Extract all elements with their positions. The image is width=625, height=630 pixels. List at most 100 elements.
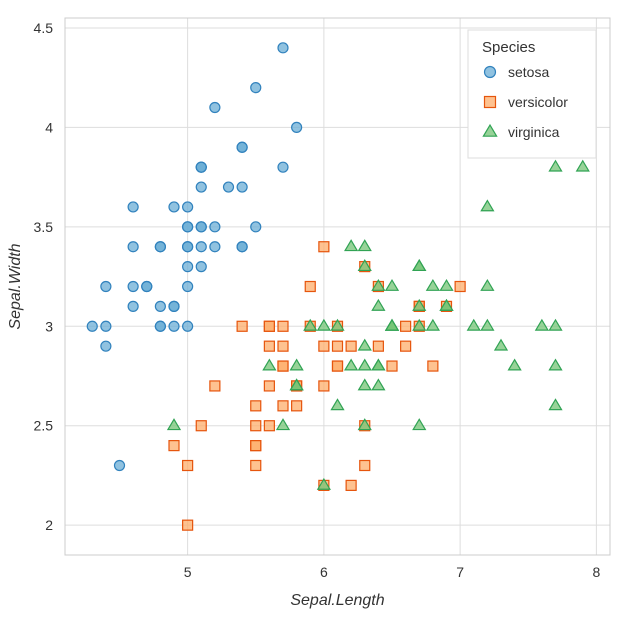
point-virginica [549,399,561,409]
point-versicolor [183,520,193,530]
point-versicolor [278,341,288,351]
series-versicolor [169,242,465,530]
y-tick-label: 2 [45,517,53,533]
chart-svg: 567822.533.544.5Sepal.LengthSepal.WidthS… [0,0,625,625]
point-setosa [196,222,206,232]
point-versicolor [210,381,220,391]
point-setosa [169,301,179,311]
y-tick-label: 3 [45,318,53,334]
point-versicolor [278,401,288,411]
point-virginica [427,320,439,330]
point-versicolor [373,341,383,351]
point-versicolor [169,441,179,451]
point-virginica [277,419,289,429]
point-virginica [549,320,561,330]
point-versicolor [183,461,193,471]
point-setosa [183,321,193,331]
point-virginica [372,300,384,310]
point-versicolor [251,401,261,411]
legend: Speciessetosaversicolorvirginica [468,30,596,158]
point-setosa [128,301,138,311]
point-setosa [183,222,193,232]
point-virginica [481,201,493,211]
point-virginica [427,280,439,290]
point-setosa [210,242,220,252]
point-versicolor [346,341,356,351]
series-setosa [87,43,301,471]
point-setosa [101,282,111,292]
point-setosa [169,202,179,212]
point-versicolor [251,461,261,471]
x-tick-label: 8 [592,564,600,580]
x-tick-label: 6 [320,564,328,580]
point-versicolor [264,321,274,331]
point-virginica [536,320,548,330]
point-setosa [196,162,206,172]
point-setosa [128,282,138,292]
x-tick-label: 7 [456,564,464,580]
point-virginica [345,360,357,370]
point-virginica [345,240,357,250]
point-virginica [372,360,384,370]
y-tick-label: 3.5 [34,219,54,235]
point-virginica [263,360,275,370]
point-setosa [183,202,193,212]
point-setosa [183,262,193,272]
point-setosa [196,182,206,192]
point-virginica [549,360,561,370]
point-versicolor [251,421,261,431]
point-versicolor [387,361,397,371]
point-virginica [372,380,384,390]
point-setosa [210,222,220,232]
point-setosa [278,162,288,172]
point-setosa [485,67,496,78]
point-virginica [440,280,452,290]
point-versicolor [485,97,496,108]
point-versicolor [455,282,465,292]
legend-item-label: setosa [508,64,549,80]
point-virginica [291,360,303,370]
point-versicolor [360,461,370,471]
point-setosa [115,461,125,471]
point-versicolor [401,321,411,331]
point-setosa [155,242,165,252]
point-versicolor [428,361,438,371]
point-virginica [413,419,425,429]
point-versicolor [319,381,329,391]
point-setosa [237,242,247,252]
y-tick-label: 2.5 [34,418,54,434]
point-versicolor [264,341,274,351]
point-versicolor [264,421,274,431]
point-versicolor [333,341,343,351]
point-setosa [155,301,165,311]
point-setosa [183,282,193,292]
x-axis-label: Sepal.Length [290,592,384,609]
point-virginica [468,320,480,330]
point-virginica [359,360,371,370]
y-axis-label: Sepal.Width [7,243,24,329]
point-virginica [413,260,425,270]
point-versicolor [278,361,288,371]
point-virginica [495,340,507,350]
point-setosa [101,341,111,351]
point-virginica [481,320,493,330]
point-setosa [210,103,220,113]
point-setosa [128,202,138,212]
point-versicolor [264,381,274,391]
point-versicolor [305,282,315,292]
point-setosa [251,83,261,93]
point-versicolor [196,421,206,431]
point-virginica [577,161,589,171]
point-versicolor [292,401,302,411]
point-setosa [237,142,247,152]
point-setosa [237,182,247,192]
point-setosa [169,321,179,331]
point-versicolor [237,321,247,331]
series-virginica [168,161,589,489]
point-setosa [87,321,97,331]
point-setosa [196,262,206,272]
point-setosa [278,43,288,53]
y-tick-label: 4.5 [34,20,54,36]
x-tick-label: 5 [184,564,192,580]
point-setosa [155,321,165,331]
